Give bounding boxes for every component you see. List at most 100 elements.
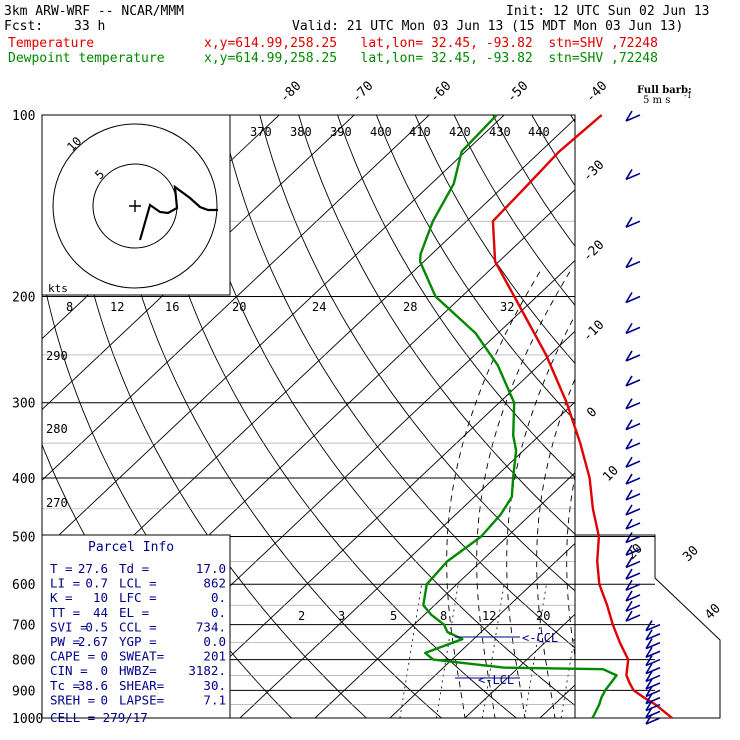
wind-barb xyxy=(625,522,641,530)
dry-adiabat-line xyxy=(570,115,575,124)
wind-barbs xyxy=(625,110,661,725)
wind-barb-flag xyxy=(645,629,653,641)
isotherm-line xyxy=(690,115,740,718)
wind-barb xyxy=(625,172,641,181)
theta-label: 400 xyxy=(370,125,392,139)
parcel-key: PW = xyxy=(50,634,80,649)
parcel-key: Td = xyxy=(119,561,149,576)
parcel-key: YGP = xyxy=(119,634,157,649)
wind-barb xyxy=(625,477,641,485)
forecast-label: Fcst: xyxy=(4,19,44,34)
parcel-key: Tc = xyxy=(50,678,80,693)
parcel-value: 0. xyxy=(211,605,226,620)
wind-barb-flag xyxy=(645,713,653,725)
dry-adiabat-line xyxy=(687,115,740,731)
wind-barb-flag xyxy=(625,375,633,387)
pressure-tick-label: 800 xyxy=(12,654,35,669)
mixing-ratio-label: 3 xyxy=(338,609,345,623)
mixing-ratio-label: 24 xyxy=(312,300,326,314)
dry-adiabat-line xyxy=(609,115,740,731)
barb-legend-title: Full barb: xyxy=(637,85,692,96)
wind-barb xyxy=(625,114,641,122)
wind-barb xyxy=(645,674,661,683)
dry-adiabat-line xyxy=(453,115,575,306)
wind-barb-flag xyxy=(625,518,633,530)
parcel-value: 0 xyxy=(100,649,108,664)
isotherm-label: -20 xyxy=(580,238,607,265)
parcel-value: 201 xyxy=(203,649,226,664)
parcel-value: 0.5 xyxy=(85,619,108,634)
pressure-tick-label: 400 xyxy=(12,472,35,487)
temperature-series-line xyxy=(491,114,673,719)
wind-barb-flag xyxy=(645,671,653,682)
dry-adiabat-line xyxy=(220,115,575,649)
parcel-value: 862 xyxy=(203,576,226,591)
wind-barb-flag xyxy=(645,655,653,666)
dry-adiabat-line xyxy=(65,115,368,718)
mixing-ratio-line xyxy=(435,584,459,718)
wind-barb xyxy=(625,594,641,602)
moist-adiabat-line xyxy=(657,269,740,731)
dewpoint-series-line xyxy=(418,114,618,719)
wind-barb xyxy=(625,260,641,269)
isotherm-line xyxy=(239,401,575,718)
parcel-key: K = xyxy=(50,590,73,605)
hodograph-units: kts xyxy=(48,282,68,295)
barb-legend-unit: 5 m s xyxy=(643,95,670,106)
parcel-value: 734. xyxy=(196,619,226,634)
wind-barb xyxy=(645,689,661,698)
mixing-ratio-label: 16 xyxy=(165,300,179,314)
pressure-tick-label: 200 xyxy=(12,291,35,306)
wind-barb-flag xyxy=(645,638,653,650)
valid-time: Valid: 21 UTC Mon 03 Jun 13 (15 MDT Mon … xyxy=(292,19,684,34)
wind-barb-flag xyxy=(645,693,653,704)
isotherm-line xyxy=(615,115,740,718)
wind-barb-flag xyxy=(645,663,653,675)
wind-barb xyxy=(625,354,641,362)
theta-label: 430 xyxy=(489,125,511,139)
wind-barb xyxy=(645,633,661,641)
isotherm-line xyxy=(42,115,430,481)
wind-barb xyxy=(625,379,641,387)
theta-label: 270 xyxy=(46,496,68,510)
plot-frame xyxy=(41,114,576,719)
wind-barb-flag xyxy=(625,579,633,591)
dry-adiabat-line xyxy=(259,115,575,592)
wind-barb-flag xyxy=(625,322,633,334)
moist-adiabat-line xyxy=(476,268,572,718)
parcel-key: LAPSE= xyxy=(119,692,164,707)
wind-barb-flag xyxy=(625,600,633,612)
mixing-ratio-label: 32 xyxy=(500,300,514,314)
isotherm-line xyxy=(464,613,575,718)
dry-adiabat-line xyxy=(648,115,740,731)
moist-adiabat-line xyxy=(446,268,542,718)
theta-label: 290 xyxy=(46,349,68,363)
mixing-ratio-label: 20 xyxy=(536,609,550,623)
wind-barb xyxy=(625,572,641,580)
mixing-ratio-label: 2 xyxy=(298,609,305,623)
parcel-value: 0. xyxy=(211,590,226,605)
mixing-ratio-label: 8 xyxy=(66,300,73,314)
lcl-label: <-LCL xyxy=(478,673,514,687)
wind-barb-flag xyxy=(625,544,633,556)
wind-barb-flag xyxy=(625,473,633,485)
parcel-key: CIN = xyxy=(50,663,88,678)
pressure-tick-label: 500 xyxy=(12,530,35,545)
mixing-ratio-label: 8 xyxy=(440,609,447,623)
wind-barb xyxy=(625,460,641,468)
parcel-key: CAPE = xyxy=(50,649,95,664)
parcel-value: 27.6 xyxy=(78,561,108,576)
theta-label: 410 xyxy=(409,125,431,139)
wind-barb-flag xyxy=(625,489,633,501)
hodograph-ring xyxy=(52,123,218,289)
wind-barb xyxy=(645,641,661,650)
wind-barb xyxy=(625,614,641,622)
isotherm-label: 40 xyxy=(702,601,724,623)
isotherm-line xyxy=(164,330,575,718)
dewpoint-legend-label: Dewpoint temperature xyxy=(8,51,165,66)
moist-adiabat-line xyxy=(627,269,722,731)
wind-barb xyxy=(625,583,641,591)
isotherm-line xyxy=(314,472,575,718)
wind-barb-flag xyxy=(645,685,653,697)
mixing-ratio-line xyxy=(524,584,547,718)
